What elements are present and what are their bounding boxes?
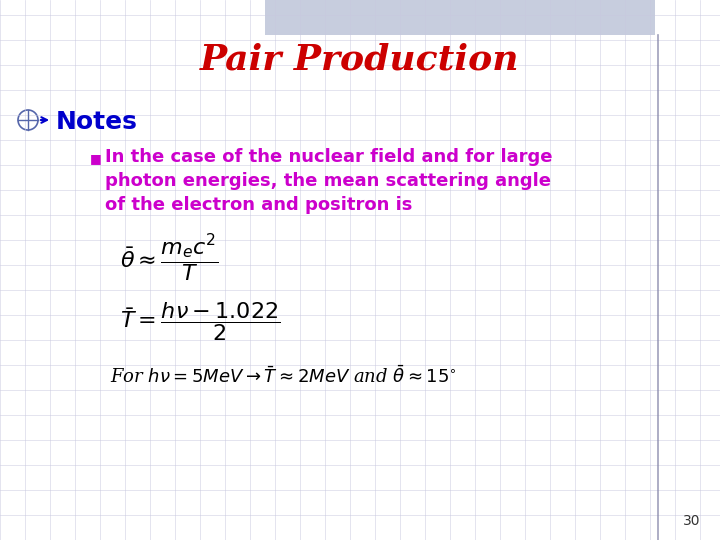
Text: 30: 30 bbox=[683, 514, 700, 528]
Text: photon energies, the mean scattering angle: photon energies, the mean scattering ang… bbox=[105, 172, 551, 190]
Text: Notes: Notes bbox=[56, 110, 138, 134]
Text: For $h\nu = 5MeV \rightarrow \bar{T} \approx 2MeV$ and $\bar{\theta} \approx 15^: For $h\nu = 5MeV \rightarrow \bar{T} \ap… bbox=[110, 365, 456, 387]
Text: $\bar{\theta} \approx \dfrac{m_e c^2}{T}$: $\bar{\theta} \approx \dfrac{m_e c^2}{T}… bbox=[120, 232, 218, 284]
Text: of the electron and positron is: of the electron and positron is bbox=[105, 196, 413, 214]
Text: ■: ■ bbox=[90, 152, 102, 165]
Bar bbox=[265, 0, 655, 35]
Text: In the case of the nuclear field and for large: In the case of the nuclear field and for… bbox=[105, 148, 552, 166]
Text: Pair Production: Pair Production bbox=[200, 42, 520, 76]
Text: $\bar{T} = \dfrac{h\nu -1.022}{2}$: $\bar{T} = \dfrac{h\nu -1.022}{2}$ bbox=[120, 300, 281, 343]
